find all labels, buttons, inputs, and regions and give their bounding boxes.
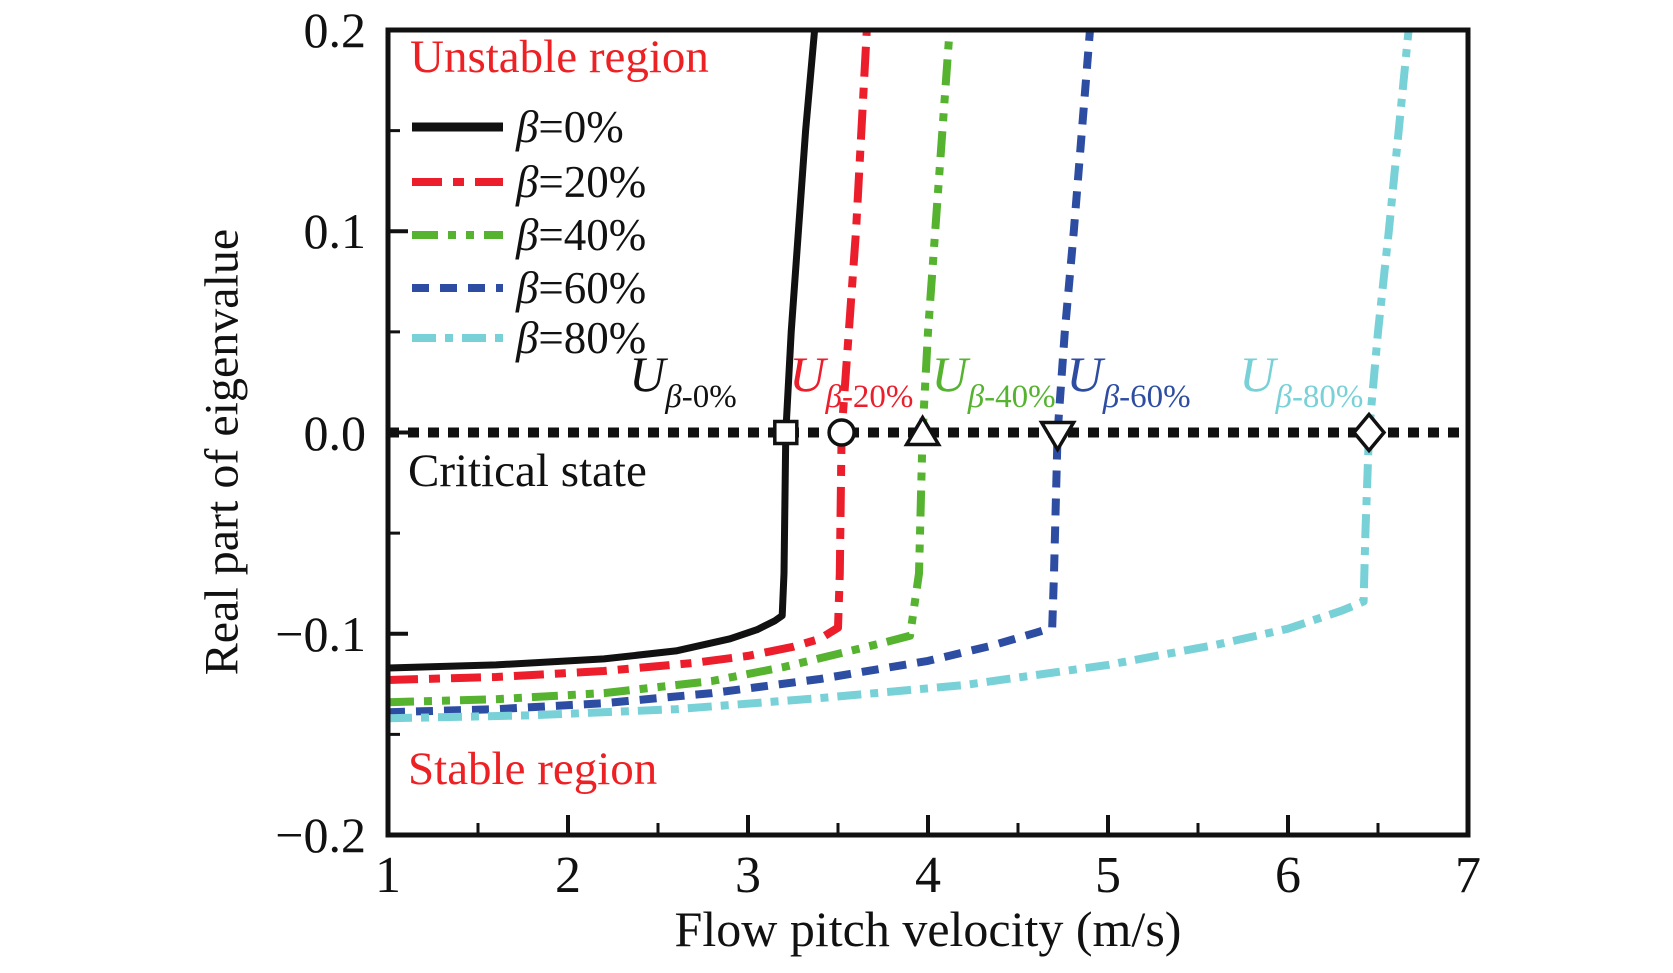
critical-point-marker-square: [773, 419, 799, 446]
critical-point-marker-circle: [827, 418, 856, 447]
curve-beta-80pct: [388, 30, 1413, 723]
critical-point-marker-triangle-down: [1038, 420, 1077, 453]
critical-point-marker-diamond: [1351, 411, 1387, 454]
curve-beta-20pct: [388, 30, 871, 684]
critical-point-marker-triangle-up: [903, 414, 942, 447]
curve-beta-60pct: [388, 30, 1094, 717]
curves-group: [388, 30, 1413, 723]
curve-beta-40pct: [388, 30, 954, 707]
curve-beta-0pct: [388, 30, 819, 672]
